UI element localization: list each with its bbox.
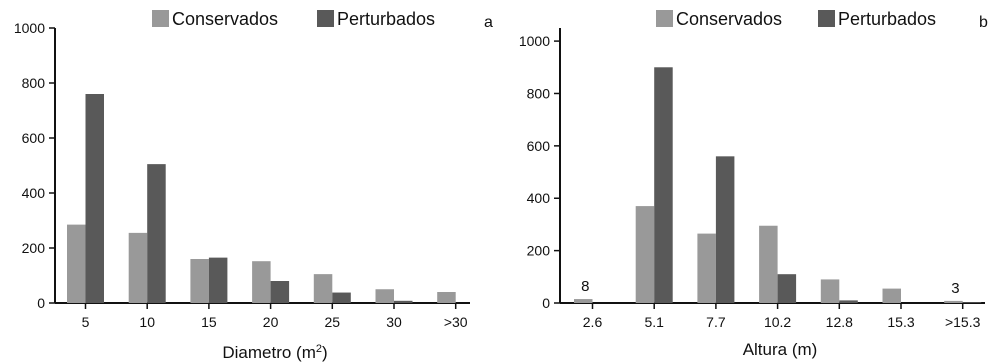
panel-a-bar-conservados-0 — [67, 224, 86, 303]
panel-a-y-tick-label: 400 — [22, 185, 46, 201]
panel-b-bar-conservados-6 — [944, 300, 963, 303]
panel-a-bar-conservados-5 — [375, 289, 394, 303]
panel-a-legend-label-perturbados: Perturbados — [337, 9, 435, 29]
panel-b-y-tick-label: 200 — [527, 243, 551, 259]
panel-b-legend-label-perturbados: Perturbados — [838, 9, 936, 29]
panel-a-x-tick-label: 15 — [201, 314, 217, 330]
panel-a-bar-perturbados-4 — [332, 292, 351, 303]
panel-b-panel-label: b — [979, 14, 988, 31]
panel-b-y-tick-label: 800 — [527, 85, 551, 101]
panel-a-bar-perturbados-2 — [208, 257, 228, 303]
panel-b-bar-perturbados-1 — [654, 67, 673, 304]
panel-b-bar-conservados-4 — [820, 279, 840, 303]
panel-a-bar-conservados-1 — [128, 232, 148, 303]
panel-b-y-tick-label: 0 — [542, 295, 550, 311]
panel-a-bar-perturbados-5 — [394, 300, 413, 303]
panel-a-bar-perturbados-0 — [85, 94, 104, 303]
panel-b-y-tick-label: 600 — [527, 138, 551, 154]
panel-a-x-tick-label: 20 — [263, 314, 279, 330]
panel-b-bar-conservados-3 — [759, 225, 778, 303]
panel-a-y-tick-label: 1000 — [14, 20, 45, 36]
panel-b-x-tick-label: 15.3 — [887, 314, 914, 330]
panel-b-bar-perturbados-4 — [839, 300, 858, 303]
panel-a-bar-conservados-3 — [252, 261, 271, 303]
panel-b-annotation: 8 — [581, 278, 589, 295]
panel-b-legend-label-conservados: Conservados — [676, 9, 782, 29]
panel-a-y-tick-label: 800 — [22, 75, 46, 91]
panel-a-legend-swatch-conservados — [152, 10, 169, 27]
panel-b-x-tick-label: 7.7 — [706, 314, 726, 330]
panel-b-x-axis-title: Altura (m) — [743, 340, 818, 359]
panel-a-panel-label: a — [484, 14, 493, 31]
panel-b-x-tick-label: 10.2 — [764, 314, 791, 330]
panel-a-y-tick-label: 600 — [22, 130, 46, 146]
panel-a-bar-perturbados-1 — [147, 164, 166, 303]
panel-b-bar-perturbados-6 — [962, 302, 982, 303]
panel-b-x-tick-label: >15.3 — [945, 314, 981, 330]
panel-a-legend-swatch-perturbados — [317, 10, 334, 27]
panel-a-bar-conservados-2 — [190, 259, 209, 303]
panel-b-bar-perturbados-2 — [715, 156, 735, 303]
panel-a-x-tick-label: 5 — [82, 314, 90, 330]
panel-a-bar-conservados-4 — [313, 274, 333, 303]
panel-a-y-tick-label: 0 — [37, 295, 45, 311]
panel-a-bar-conservados-6 — [437, 292, 456, 303]
panel-b-x-tick-label: 12.8 — [826, 314, 853, 330]
panel-b-bar-conservados-1 — [635, 206, 655, 303]
panel-b-x-tick-label: 5.1 — [644, 314, 664, 330]
panel-a-x-axis-title: Diametro (m2) — [222, 343, 327, 362]
panel-a-bar-perturbados-3 — [270, 281, 290, 303]
panel-b-y-tick-label: 400 — [527, 190, 551, 206]
panel-b-bar-perturbados-3 — [777, 274, 797, 303]
panel-b-bar-conservados-2 — [697, 233, 716, 303]
panel-a-x-tick-label: 25 — [325, 314, 341, 330]
panel-a-x-tick-label: 30 — [386, 314, 402, 330]
panel-b-x-tick-label: 2.6 — [583, 314, 603, 330]
panel-b-y-tick-label: 1000 — [519, 33, 550, 49]
panel-b-bar-conservados-5 — [882, 288, 901, 303]
panel-b-legend-swatch-conservados — [656, 10, 673, 27]
panel-b-annotation: 3 — [951, 280, 959, 297]
panel-a-y-tick-label: 200 — [22, 240, 46, 256]
panel-a-x-tick-label: 10 — [139, 314, 155, 330]
panel-a-x-tick-label: >30 — [444, 314, 468, 330]
panel-a-legend-label-conservados: Conservados — [172, 9, 278, 29]
panel-b-bar-conservados-0 — [574, 299, 593, 303]
panel-b-legend-swatch-perturbados — [818, 10, 835, 27]
